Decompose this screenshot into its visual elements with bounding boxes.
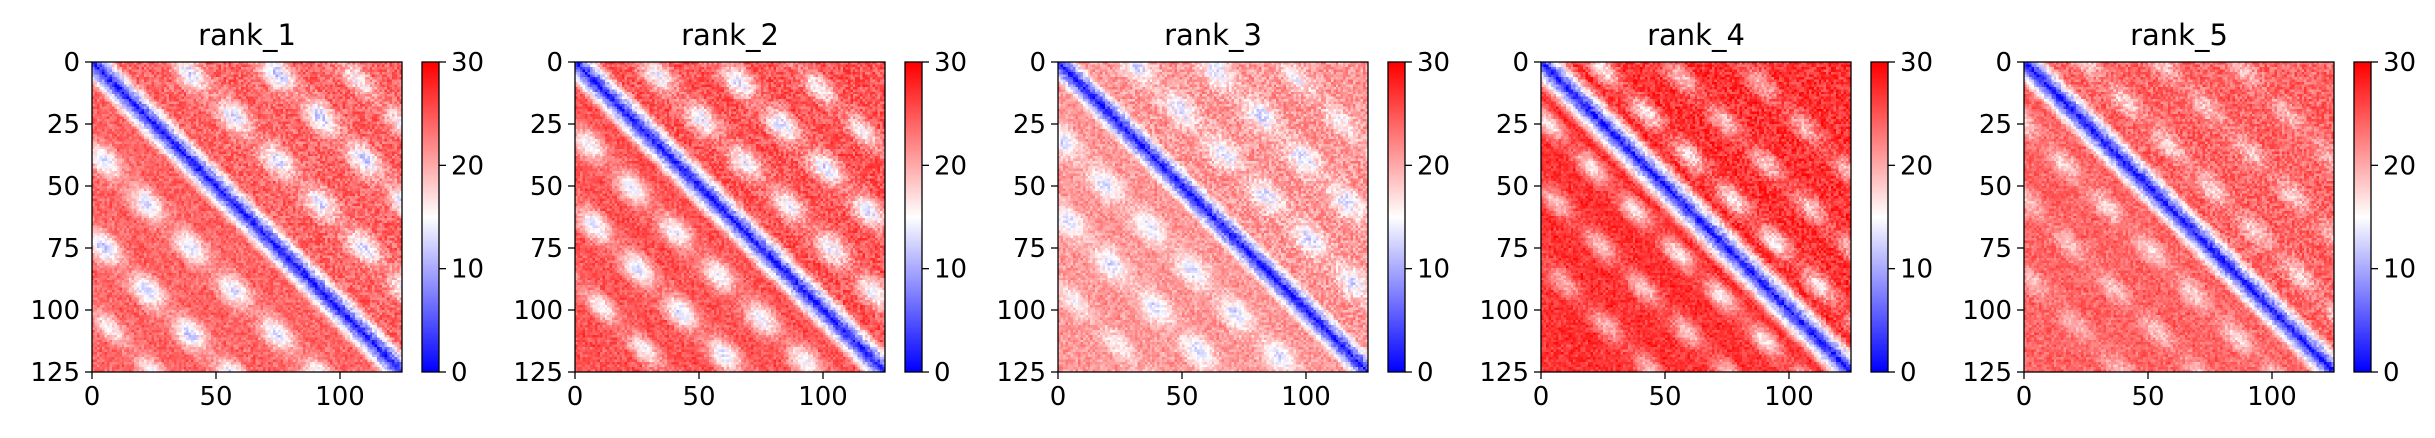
y-tick-label: 75 (1979, 234, 2012, 264)
y-tick-label: 50 (530, 172, 563, 202)
colorbar-tick-label: 10 (451, 255, 484, 285)
colorbar-tick-label: 30 (1900, 48, 1933, 78)
colorbar-tick-label: 0 (1417, 358, 1434, 388)
axes-frame (574, 61, 886, 373)
y-tick-label: 50 (1979, 172, 2012, 202)
x-tick-label: 0 (84, 382, 101, 412)
y-tick-label: 0 (1512, 48, 1529, 78)
y-tick-label: 125 (996, 358, 1046, 388)
axes-frame (1540, 61, 1852, 373)
colorbar-frame (421, 61, 440, 373)
y-tick-label: 75 (530, 234, 563, 264)
colorbar-tick-label: 0 (451, 358, 468, 388)
colorbar-tick-label: 0 (1900, 358, 1917, 388)
y-tick-label: 125 (30, 358, 80, 388)
y-tick-label: 100 (996, 296, 1046, 326)
colorbar-tick-label: 20 (451, 151, 484, 181)
colorbar-tick-label: 30 (934, 48, 967, 78)
x-tick-label: 50 (682, 382, 715, 412)
colorbar-tick-label: 0 (2383, 358, 2400, 388)
panel-title: rank_1 (198, 18, 296, 52)
colorbar-tick-label: 0 (934, 358, 951, 388)
x-tick-label: 100 (315, 382, 365, 412)
y-tick-label: 100 (1962, 296, 2012, 326)
x-tick-label: 0 (1050, 382, 1067, 412)
x-tick-label: 100 (1281, 382, 1331, 412)
y-tick-label: 100 (30, 296, 80, 326)
x-tick-label: 100 (798, 382, 848, 412)
y-tick-label: 25 (1013, 110, 1046, 140)
y-tick-label: 75 (47, 234, 80, 264)
y-tick-label: 100 (513, 296, 563, 326)
y-tick-label: 25 (1496, 110, 1529, 140)
y-tick-label: 125 (1479, 358, 1529, 388)
colorbar (1388, 62, 1405, 372)
x-tick-label: 50 (1165, 382, 1198, 412)
colorbar (422, 62, 439, 372)
colorbar-tick-label: 30 (451, 48, 484, 78)
colorbar-tick-label: 20 (2383, 151, 2416, 181)
colorbar (905, 62, 922, 372)
colorbar-tick-label: 20 (934, 151, 967, 181)
colorbar-frame (2353, 61, 2372, 373)
y-tick-label: 0 (1995, 48, 2012, 78)
x-tick-label: 50 (199, 382, 232, 412)
y-tick-label: 125 (1962, 358, 2012, 388)
axes-frame (1057, 61, 1369, 373)
y-tick-label: 75 (1013, 234, 1046, 264)
x-tick-label: 0 (2016, 382, 2033, 412)
y-tick-label: 0 (63, 48, 80, 78)
panel-title: rank_3 (1164, 18, 1262, 52)
colorbar-tick-label: 20 (1900, 151, 1933, 181)
y-tick-label: 50 (47, 172, 80, 202)
x-tick-label: 50 (1648, 382, 1681, 412)
y-tick-label: 125 (513, 358, 563, 388)
colorbar-tick-label: 30 (1417, 48, 1450, 78)
heatmap-image (2024, 62, 2334, 372)
colorbar-frame (1387, 61, 1406, 373)
colorbar-tick-label: 10 (2383, 255, 2416, 285)
heatmap-image (1541, 62, 1851, 372)
axes-frame (91, 61, 403, 373)
y-tick-label: 25 (47, 110, 80, 140)
heatmap-image (575, 62, 885, 372)
axes-frame (2023, 61, 2335, 373)
colorbar (1871, 62, 1888, 372)
panel-title: rank_2 (681, 18, 779, 52)
heatmap-image (1058, 62, 1368, 372)
x-tick-label: 0 (1533, 382, 1550, 412)
y-tick-label: 50 (1496, 172, 1529, 202)
x-tick-label: 0 (567, 382, 584, 412)
colorbar-frame (1870, 61, 1889, 373)
colorbar (2354, 62, 2371, 372)
x-tick-label: 100 (2247, 382, 2297, 412)
colorbar-tick-label: 20 (1417, 151, 1450, 181)
colorbar-tick-label: 30 (2383, 48, 2416, 78)
panel-title: rank_4 (1647, 18, 1745, 52)
y-tick-label: 75 (1496, 234, 1529, 264)
x-tick-label: 50 (2131, 382, 2164, 412)
colorbar-tick-label: 10 (1900, 255, 1933, 285)
heatmap-image (92, 62, 402, 372)
colorbar-tick-label: 10 (934, 255, 967, 285)
y-tick-label: 25 (530, 110, 563, 140)
colorbar-tick-label: 10 (1417, 255, 1450, 285)
y-tick-label: 100 (1479, 296, 1529, 326)
y-tick-label: 0 (546, 48, 563, 78)
colorbar-frame (904, 61, 923, 373)
panel-title: rank_5 (2130, 18, 2228, 52)
x-tick-label: 100 (1764, 382, 1814, 412)
y-tick-label: 0 (1029, 48, 1046, 78)
y-tick-label: 25 (1979, 110, 2012, 140)
y-tick-label: 50 (1013, 172, 1046, 202)
